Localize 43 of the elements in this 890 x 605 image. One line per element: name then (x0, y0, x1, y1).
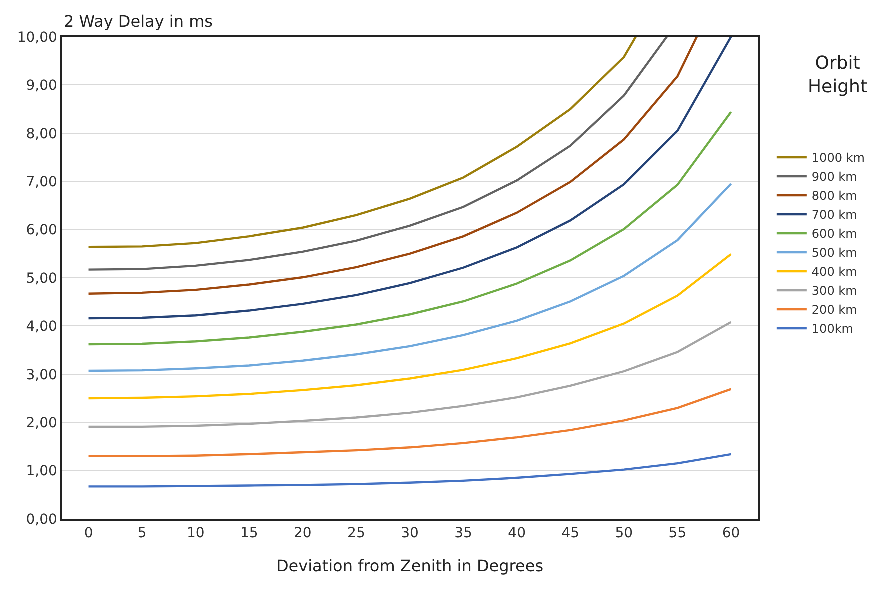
line-series (88, 388, 732, 458)
legend-label: 300 km (812, 284, 858, 298)
line-series (88, 182, 732, 372)
legend-label: 700 km (812, 208, 858, 222)
y-tick-label: 0,00 (26, 512, 58, 528)
line-series (88, 111, 732, 346)
line-series (88, 321, 732, 428)
legend-label: 100km (812, 322, 854, 336)
y-tick-label: 4,00 (26, 319, 58, 336)
y-tick-label: 8,00 (26, 126, 58, 142)
x-tick-label: 40 (508, 526, 526, 542)
x-tick-label: 10 (186, 526, 205, 542)
y-tick-label: 6,00 (26, 222, 58, 239)
legend-label: 600 km (812, 227, 858, 242)
legend-label: 400 km (812, 265, 858, 280)
legend-label: 1000 km (812, 151, 865, 166)
y-axis-title: 2 Way Delay in ms (64, 12, 213, 31)
y-tick-label: 7,00 (26, 174, 58, 190)
legend-label: 500 km (812, 246, 858, 260)
legend-title: Orbit Height (808, 53, 868, 98)
x-tick-label: 55 (668, 526, 687, 542)
y-tick-label: 3,00 (26, 367, 58, 384)
x-tick-label: 5 (138, 526, 147, 542)
y-tick-label: 9,00 (26, 78, 58, 94)
x-tick-label: 45 (562, 526, 580, 542)
y-tick-label: 10,00 (17, 30, 58, 46)
legend-label: 200 km (812, 303, 858, 318)
x-tick-label: 30 (401, 526, 419, 542)
line-series (88, 453, 732, 488)
x-tick-label: 60 (722, 526, 740, 542)
x-tick-label: 0 (84, 526, 94, 542)
legend-label: 900 km (812, 170, 858, 184)
x-tick-label: 25 (348, 526, 366, 542)
legend-label: 800 km (812, 189, 858, 204)
y-tick-label: 2,00 (26, 416, 58, 432)
x-axis-title: Deviation from Zenith in Degrees (276, 556, 544, 576)
x-tick-label: 50 (615, 526, 634, 542)
x-tick-label: 35 (454, 526, 472, 542)
x-tick-label: 15 (240, 526, 258, 542)
x-tick-label: 20 (294, 526, 312, 542)
line-series (88, 253, 732, 400)
y-tick-label: 5,00 (26, 270, 58, 287)
y-tick-label: 1,00 (26, 464, 58, 480)
